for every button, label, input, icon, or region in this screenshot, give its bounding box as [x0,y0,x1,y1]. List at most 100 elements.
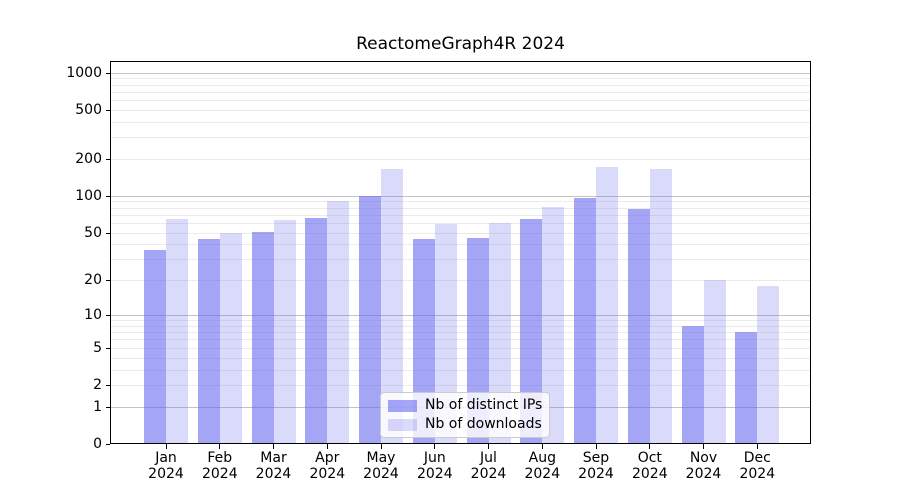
y-tick-label: 50 [84,224,102,241]
bar-downloads-sep [596,166,618,444]
legend: Nb of distinct IPs Nb of downloads [380,392,551,438]
y-minor-gridline [110,78,811,80]
bar-distinct-ips-oct [627,209,650,444]
y-tick-mark [106,384,110,386]
x-tick-label: Aug 2024 [524,450,561,482]
y-tick-label: 100 [75,187,102,204]
x-tick-mark [541,444,543,449]
y-major-gridline [110,72,811,74]
y-minor-gridline [110,280,811,282]
y-tick-label: 0 [93,436,102,452]
x-tick-mark [219,444,221,449]
bar-downloads-nov [703,280,726,444]
bar-distinct-ips-may [359,195,381,444]
x-tick-mark [380,444,382,449]
y-tick-mark [106,72,110,74]
x-tick-mark [756,444,758,449]
y-minor-gridline [110,347,811,349]
x-tick-label: Nov 2024 [685,450,722,482]
x-tick-mark [165,444,167,449]
y-tick-mark [106,280,110,282]
y-minor-gridline [110,109,811,111]
y-minor-gridline [110,214,811,216]
y-tick-label: 200 [75,150,102,167]
bar-distinct-ips-apr [305,217,328,444]
y-minor-gridline [110,259,811,261]
legend-item-distinct-ips: Nb of distinct IPs [388,396,542,415]
x-tick-mark [488,444,489,449]
y-tick-mark [106,195,110,197]
y-minor-gridline [110,357,811,359]
y-minor-gridline [110,99,811,101]
bar-downloads-mar [273,219,296,444]
x-tick-mark [703,444,704,449]
y-minor-gridline [110,325,811,327]
y-minor-gridline [110,222,811,224]
y-tick-mark [106,158,110,160]
y-tick-label: 10 [84,307,102,324]
legend-swatch-distinct-ips [388,399,417,412]
bar-downloads-jan [166,218,188,444]
x-tick-label: Feb 2024 [201,450,238,482]
plot-area [110,61,811,444]
chart-title: ReactomeGraph4R 2024 [356,34,565,54]
y-minor-gridline [110,158,811,160]
y-tick-label: 1 [93,398,102,415]
y-tick-mark [106,406,110,408]
x-tick-label: Apr 2024 [309,450,346,482]
y-minor-gridline [110,332,811,334]
y-tick-label: 5 [93,339,102,356]
bar-downloads-apr [327,200,350,444]
y-minor-gridline [110,201,811,203]
x-tick-mark [649,444,651,449]
y-tick-mark [106,109,110,111]
bar-distinct-ips-sep [574,197,596,444]
bar-downloads-feb [219,232,242,444]
x-tick-label: Dec 2024 [739,450,776,482]
y-minor-gridline [110,137,811,139]
x-tick-mark [326,444,328,449]
legend-label-distinct-ips: Nb of distinct IPs [425,397,543,413]
y-minor-gridline [110,207,811,209]
y-tick-label: 500 [75,101,102,118]
bar-distinct-ips-jan [144,249,166,444]
x-tick-label: Jun 2024 [416,450,453,482]
bar-downloads-jun [434,223,457,444]
x-tick-mark [273,444,274,449]
y-tick-label: 1000 [66,64,102,81]
x-tick-label: Jan 2024 [148,450,184,482]
x-tick-label: Jul 2024 [470,450,507,482]
y-tick-mark [106,444,110,445]
bar-downloads-dec [757,285,780,444]
y-tick-mark [106,232,110,234]
legend-item-downloads: Nb of downloads [388,415,542,434]
bar-downloads-oct [649,168,672,444]
bar-distinct-ips-feb [197,239,220,444]
bar-distinct-ips-mar [251,231,274,444]
y-tick-mark [106,347,110,349]
y-minor-gridline [110,91,811,93]
x-tick-label: Mar 2024 [255,450,292,482]
y-minor-gridline [110,232,811,234]
y-minor-gridline [110,339,811,341]
y-tick-mark [106,315,110,317]
y-minor-gridline [110,121,811,123]
x-tick-mark [434,444,436,449]
bar-distinct-ips-nov [681,325,704,444]
bar-downloads-may [381,168,403,444]
bar-downloads-aug [542,207,565,444]
x-tick-label: Sep 2024 [578,450,614,482]
x-tick-label: May 2024 [363,450,399,482]
y-minor-gridline [110,384,811,386]
y-minor-gridline [110,244,811,246]
y-major-gridline [110,315,811,317]
y-major-gridline [110,195,811,197]
bar-distinct-ips-aug [520,218,543,444]
x-tick-mark [595,444,597,449]
x-tick-label: Oct 2024 [631,450,668,482]
y-minor-gridline [110,84,811,86]
y-tick-label: 2 [93,376,102,393]
y-tick-label: 20 [84,272,102,289]
legend-label-downloads: Nb of downloads [425,416,542,432]
